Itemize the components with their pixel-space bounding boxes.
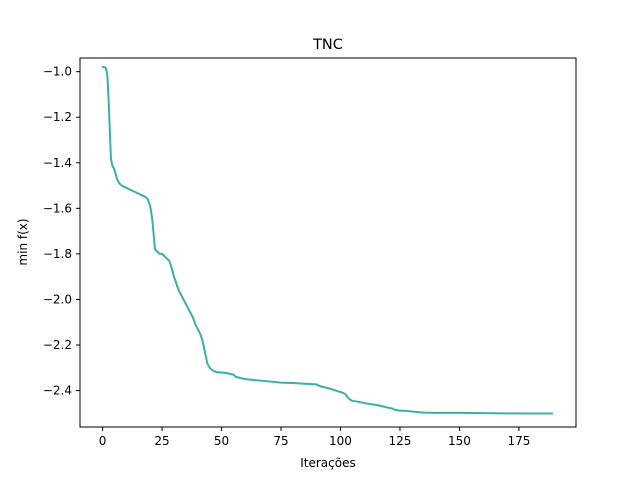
chart-title: TNC (312, 37, 343, 53)
x-axis-label: Iterações (300, 456, 356, 470)
x-axis: 0 25 50 75 100 125 150 175 (99, 427, 530, 448)
y-tick-label: −1.8 (43, 247, 72, 261)
y-tick-label: −2.0 (43, 292, 72, 306)
x-tick-label: 25 (154, 434, 169, 448)
y-tick-label: −1.6 (43, 201, 72, 215)
plot-layer (101, 66, 554, 415)
y-tick-label: −2.4 (43, 384, 72, 398)
y-tick-label: −2.2 (43, 338, 72, 352)
x-tick-label: 75 (273, 434, 288, 448)
plot-frame (79, 57, 577, 428)
x-tick-label: 50 (214, 434, 229, 448)
x-tick-label: 0 (99, 434, 107, 448)
y-axis-label: min f(x) (16, 218, 30, 265)
x-tick-label: 175 (507, 434, 530, 448)
y-tick-label: −1.2 (43, 110, 72, 124)
x-tick-label: 125 (389, 434, 412, 448)
x-tick-label: 150 (448, 434, 471, 448)
x-tick-label: 100 (329, 434, 352, 448)
y-axis: −1.0 −1.2 −1.4 −1.6 −1.8 −2.0 −2.2 −2.4 (43, 65, 80, 398)
y-tick-label: −1.0 (43, 65, 72, 79)
y-tick-label: −1.4 (43, 156, 72, 170)
series-line-0 (101, 66, 554, 415)
